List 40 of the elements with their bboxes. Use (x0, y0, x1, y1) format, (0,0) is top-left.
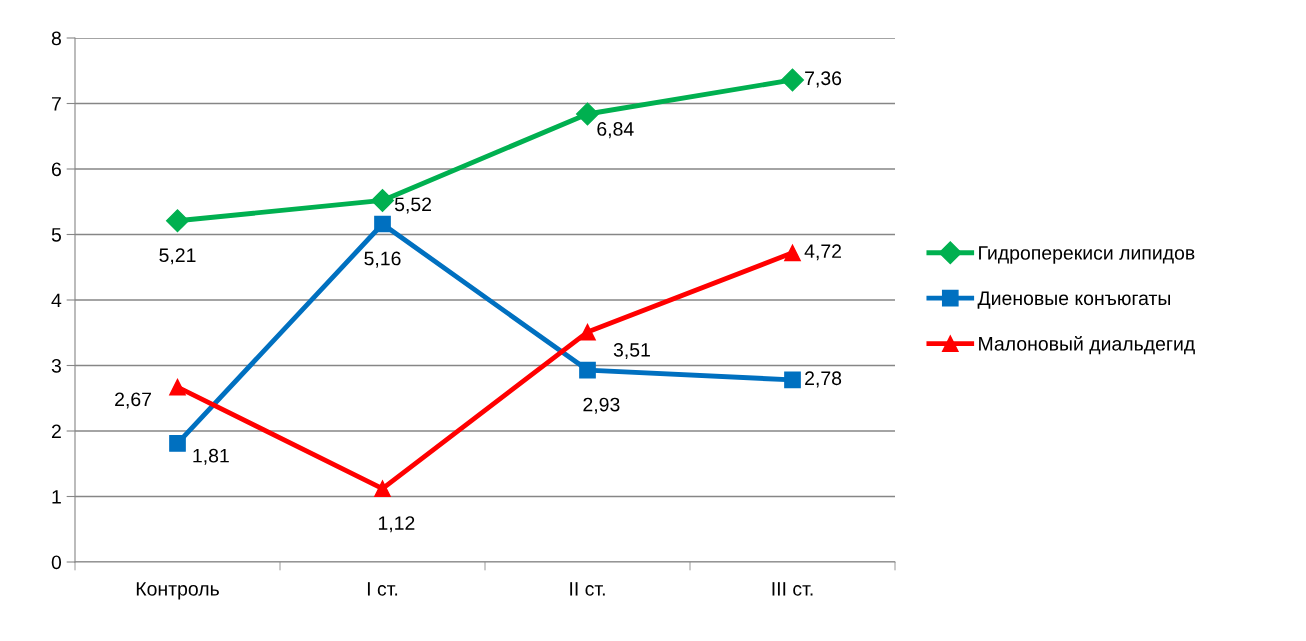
data-label: 5,21 (159, 248, 196, 265)
point (169, 378, 186, 396)
point (781, 68, 804, 92)
data-label: 3,51 (613, 342, 650, 360)
y-tick-label: 0 (51, 555, 62, 570)
point (374, 480, 391, 497)
data-label: 2,93 (583, 397, 620, 414)
point (166, 209, 189, 233)
data-label: 1,12 (378, 516, 415, 533)
y-tick-label: 7 (51, 97, 61, 111)
point (784, 244, 801, 262)
x-tick-label: III ст. (772, 582, 813, 596)
x-tick-label: Контроль (136, 582, 219, 600)
legend-label: Гидроперекиси липидов (979, 246, 1195, 264)
y-tick-label: 3 (51, 358, 61, 373)
data-label: 2,78 (805, 371, 842, 388)
legend-label: Малоновый диальдегид (979, 336, 1195, 355)
point (576, 102, 599, 126)
y-tick-label: 1 (52, 490, 61, 504)
data-label: 2,67 (115, 392, 151, 409)
y-tick-label: 8 (51, 31, 61, 46)
point (371, 188, 394, 212)
data-label: 6,84 (597, 122, 634, 139)
data-label: 4,72 (804, 244, 841, 261)
data-label: 1,81 (193, 448, 229, 465)
y-tick-label: 2 (51, 424, 61, 439)
y-tick-label: 6 (51, 162, 61, 177)
x-tick-label: I ст. (367, 582, 398, 596)
legend-label: Диеновые конъюгаты (977, 291, 1171, 309)
point (579, 361, 596, 379)
point (784, 371, 801, 389)
y-tick-label: 5 (51, 228, 61, 242)
point (374, 215, 391, 233)
data-label: 5,52 (394, 197, 431, 214)
point (169, 435, 186, 452)
data-label: 7,36 (805, 71, 842, 88)
data-label: 5,16 (364, 251, 401, 268)
point (579, 323, 596, 341)
x-tick-label: II ст. (570, 582, 605, 596)
y-tick-label: 4 (51, 293, 62, 308)
